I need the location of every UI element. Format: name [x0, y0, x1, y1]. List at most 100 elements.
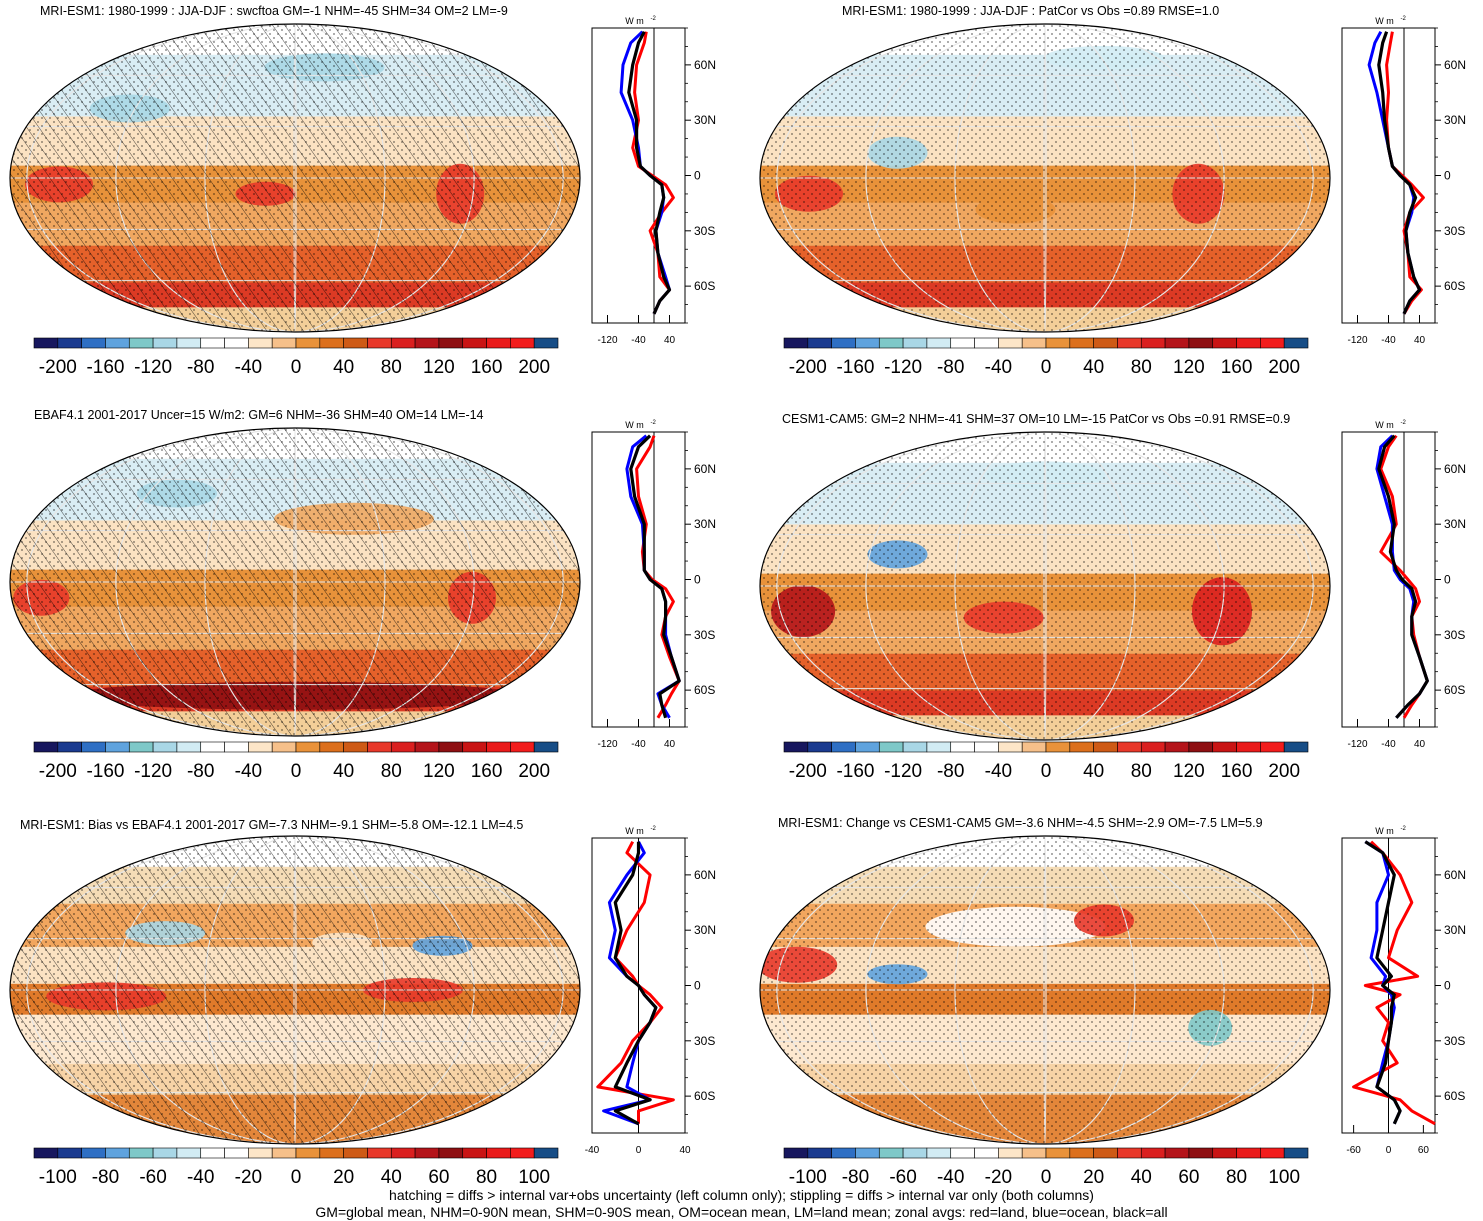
- colorbar-tick-label: -120: [134, 357, 172, 378]
- colorbar-tick-label: -200: [39, 357, 77, 378]
- colorbar-swatch: [533, 337, 559, 349]
- colorbar-tick-label: -40: [985, 761, 1012, 782]
- colorbar-swatch: [974, 337, 999, 349]
- map-border: [9, 835, 581, 1145]
- zonal-unit-exponent: -2: [651, 826, 657, 832]
- colorbar-swatch: [200, 1147, 225, 1159]
- zonal-lat-label: 60S: [694, 279, 715, 293]
- colorbar-swatch: [57, 337, 82, 349]
- panel-3-title: EBAF4.1 2001-2017 Uncer=15 W/m2: GM=6 NH…: [34, 408, 484, 422]
- colorbar-tick-label: 60: [1178, 1167, 1199, 1188]
- colorbar-swatch: [105, 741, 130, 753]
- panel-6-colorbar: -100 -80 -60 -40 -20 0 20 40 60 80 100: [783, 1147, 1309, 1188]
- zonal-lat-label: 30N: [694, 517, 716, 531]
- panel-2-zonal-plot: W m -2 60N 30N 0 30S 60S -120 -40 40: [1341, 16, 1466, 346]
- zonal-lat-label: 30S: [1444, 1034, 1465, 1048]
- zonal-frame: [591, 27, 686, 324]
- colorbar-swatch: [486, 337, 511, 349]
- zonal-x-label: -120: [597, 739, 617, 750]
- colorbar-tick-label: 0: [1041, 1167, 1052, 1188]
- zonal-x-label: -120: [1347, 739, 1367, 750]
- colorbar-swatch: [248, 1147, 273, 1159]
- zonal-unit-label: W m: [625, 420, 644, 430]
- colorbar-swatch: [390, 337, 416, 349]
- zonal-x-label: -60: [1346, 1145, 1361, 1156]
- panel-6-zonal-plot: W m -2 60N 30N 0 30S 60S -60 0 60: [1341, 826, 1466, 1156]
- zonal-lat-label: 60N: [694, 868, 716, 882]
- zonal-x-label: 40: [664, 739, 676, 750]
- colorbar-swatch: [926, 337, 952, 349]
- zonal-lat-label: 30S: [1444, 224, 1465, 238]
- colorbar-tick-label: 80: [381, 357, 402, 378]
- zonal-lat-label: 60S: [694, 683, 715, 697]
- zonal-lat-label: 30S: [694, 224, 715, 238]
- colorbar-swatch: [1069, 741, 1094, 753]
- colorbar-swatch: [1140, 741, 1166, 753]
- zonal-unit-exponent: -2: [1401, 826, 1407, 832]
- colorbar-tick-label: -80: [937, 357, 964, 378]
- colorbar-tick-label: 40: [1131, 1167, 1152, 1188]
- colorbar-tick-label: 0: [291, 761, 302, 782]
- zonal-lat-label: 30N: [694, 923, 716, 937]
- colorbar-swatch: [1021, 337, 1047, 349]
- colorbar-tick-label: -160: [86, 761, 124, 782]
- zonal-lat-label: 30S: [694, 628, 715, 642]
- zonal-lat-label: 0: [694, 573, 701, 587]
- colorbar-tick-label: 100: [518, 1167, 550, 1188]
- map-border: [9, 427, 581, 737]
- map-border: [759, 835, 1331, 1145]
- colorbar-swatch: [367, 741, 392, 753]
- colorbar-tick-label: -20: [235, 1167, 262, 1188]
- colorbar-tick-label: 40: [333, 357, 354, 378]
- colorbar-swatch: [486, 1147, 511, 1159]
- colorbar-tick-label: 160: [1221, 357, 1253, 378]
- zonal-lat-label: 30N: [694, 113, 716, 127]
- colorbar-tick-label: -80: [842, 1167, 869, 1188]
- colorbar-tick-label: 80: [1131, 761, 1152, 782]
- colorbar-swatch: [367, 337, 392, 349]
- colorbar-swatch: [1212, 337, 1237, 349]
- colorbar-tick-label: -120: [884, 761, 922, 782]
- footer-notes: hatching = diffs > internal var+obs unce…: [0, 1187, 1483, 1221]
- stippling-overlay: [760, 24, 1330, 332]
- colorbar-tick-label: -20: [985, 1167, 1012, 1188]
- panel-2-colorbar: -200 -160 -120 -80 -40 0 40 80 120 160 200: [783, 337, 1309, 378]
- colorbar-swatch: [1283, 1147, 1309, 1159]
- zonal-series-land: [1352, 840, 1436, 1126]
- colorbar-swatch: [33, 1147, 59, 1159]
- zonal-lat-label: 60N: [1444, 462, 1466, 476]
- colorbar-swatch: [319, 741, 344, 753]
- colorbar-swatch: [783, 741, 809, 753]
- colorbar-swatch: [878, 1147, 904, 1159]
- colorbar-swatch: [414, 741, 440, 753]
- colorbar-swatch: [831, 1147, 856, 1159]
- colorbar-swatch: [248, 337, 273, 349]
- colorbar-tick-label: -80: [187, 357, 214, 378]
- panel-4-zonal-plot: W m -2 60N 30N 0 30S 60S -120 -40 40: [1341, 420, 1466, 750]
- colorbar-swatch: [343, 741, 368, 753]
- colorbar-swatch: [1188, 741, 1214, 753]
- colorbar-tick-label: -160: [86, 357, 124, 378]
- colorbar-tick-label: -160: [836, 761, 874, 782]
- colorbar-tick-label: 80: [1131, 357, 1152, 378]
- zonal-x-label: -40: [585, 1145, 600, 1156]
- panel-5-zonal-plot: W m -2 60N 30N 0 30S 60S -40 0 40: [585, 826, 716, 1156]
- colorbar-swatch: [998, 337, 1023, 349]
- colorbar-swatch: [855, 337, 880, 349]
- zonal-series-land: [635, 435, 681, 719]
- zonal-unit-label: W m: [1375, 420, 1394, 430]
- hatching-overlay: [10, 24, 580, 332]
- zonal-lat-label: 0: [1444, 169, 1451, 183]
- colorbar-swatch: [200, 741, 225, 753]
- colorbar-tick-label: -160: [836, 357, 874, 378]
- panel-4-map: [759, 431, 1331, 741]
- colorbar-swatch: [1140, 337, 1166, 349]
- colorbar-swatch: [1093, 1147, 1118, 1159]
- colorbar-swatch: [1093, 741, 1118, 753]
- zonal-lat-label: 0: [694, 979, 701, 993]
- colorbar-tick-label: 80: [476, 1167, 497, 1188]
- hatching-overlay: [10, 428, 580, 736]
- zonal-x-label: -40: [1381, 335, 1396, 346]
- colorbar-swatch: [176, 741, 202, 753]
- colorbar-swatch: [248, 741, 273, 753]
